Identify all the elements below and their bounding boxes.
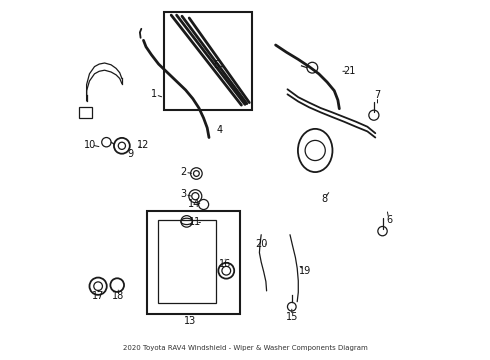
Text: 10: 10 <box>84 140 97 150</box>
Text: 20: 20 <box>255 239 268 249</box>
Text: 3: 3 <box>181 189 187 199</box>
Text: 14: 14 <box>188 199 200 210</box>
Text: 9: 9 <box>127 149 134 159</box>
Text: 5: 5 <box>213 60 220 70</box>
Text: 8: 8 <box>321 194 327 204</box>
Text: 16: 16 <box>219 258 231 269</box>
Text: 4: 4 <box>217 125 223 135</box>
Text: 17: 17 <box>92 291 104 301</box>
Bar <box>158 220 216 303</box>
Text: 12: 12 <box>137 140 149 150</box>
Bar <box>164 12 252 110</box>
Text: 7: 7 <box>374 90 381 100</box>
Text: 11: 11 <box>189 217 201 228</box>
Text: 21: 21 <box>343 66 356 76</box>
Text: 19: 19 <box>299 266 312 276</box>
Bar <box>79 107 92 118</box>
Text: 15: 15 <box>286 312 298 322</box>
Text: 13: 13 <box>184 316 196 326</box>
Text: 2020 Toyota RAV4 Windshield - Wiper & Washer Components Diagram: 2020 Toyota RAV4 Windshield - Wiper & Wa… <box>122 345 368 351</box>
Text: 1: 1 <box>151 89 157 99</box>
Text: 6: 6 <box>386 215 392 225</box>
Text: 18: 18 <box>112 291 124 301</box>
Bar <box>147 211 240 314</box>
Text: 2: 2 <box>181 167 187 177</box>
